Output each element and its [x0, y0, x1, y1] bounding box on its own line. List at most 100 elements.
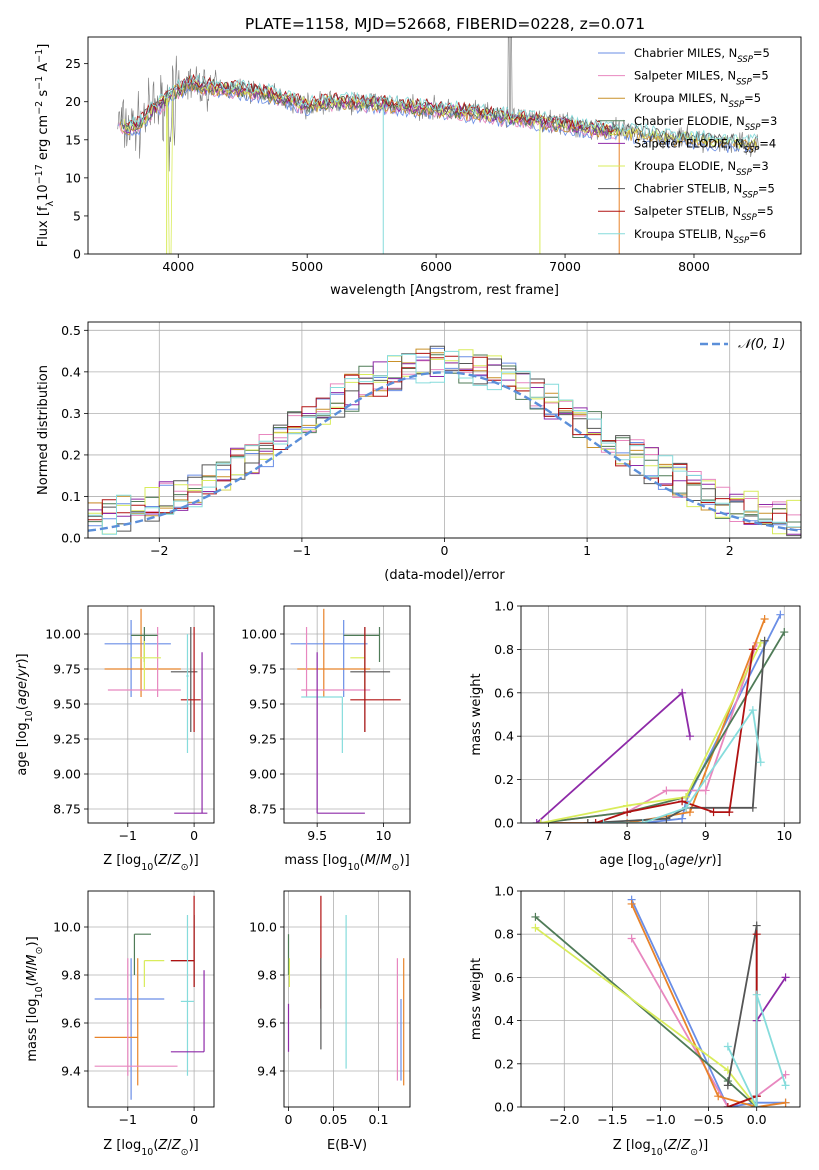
y-tick-label: 9.6: [61, 1016, 81, 1031]
legend-subscript: SSP: [736, 78, 752, 88]
mass-weight-marker: [662, 814, 671, 823]
y-tick-label: 0.8: [494, 927, 514, 942]
label-part: erg cm: [36, 115, 51, 164]
y-tick-label: 0.3: [61, 406, 81, 421]
label-part: age: [670, 853, 694, 868]
mass-weight-line: [630, 903, 786, 1107]
y-tick-label: 0.4: [61, 364, 81, 379]
label-part: 10: [653, 862, 665, 873]
x-tick-label: −1: [119, 1112, 137, 1127]
label-part: age: [15, 681, 30, 705]
spectrum-frame: [87, 36, 802, 255]
legend-subscript: SSP: [745, 123, 761, 133]
x-tick-label: 1: [583, 543, 591, 558]
label-part: −2: [34, 101, 45, 115]
mass-weight-marker: [776, 610, 785, 619]
weight-age-plot-area: [532, 610, 789, 823]
y-tick-label: 0: [73, 247, 81, 262]
y-tick-label: 9.8: [61, 968, 81, 983]
mass-weight-marker: [723, 1042, 732, 1051]
y-tick-label: 0.4: [494, 729, 514, 744]
label-part: M: [365, 853, 376, 868]
legend-label: Chabrier MILES, N: [634, 46, 737, 60]
label-part: λ: [45, 200, 56, 206]
label-part: (: [153, 853, 158, 868]
mass-weight-line: [726, 994, 787, 1107]
label-part: yr: [697, 853, 713, 868]
y-tick-label: 8.75: [53, 802, 81, 817]
label-part: (: [663, 1138, 668, 1153]
mass-weight-marker: [678, 797, 687, 806]
legend-label: Kroupa STELIB, N: [634, 227, 734, 241]
y-tick-label: 0.2: [494, 1056, 514, 1071]
legend-entry: 𝒩(0, 1): [738, 337, 785, 352]
label-part: )]: [400, 853, 410, 868]
legend-label: Kroupa ELODIE, N: [634, 159, 736, 173]
label-part: /: [25, 965, 40, 970]
x-axis-label: wavelength [Angstrom, rest frame]: [330, 283, 559, 298]
x-tick-label: 9: [702, 828, 710, 843]
model-spectrum-line: [127, 74, 759, 145]
legend-label: Kroupa MILES, N: [634, 91, 729, 105]
age-Z-plot-area: [104, 608, 208, 814]
chart-title: PLATE=1158, MJD=52668, FIBERID=0228, z=0…: [245, 15, 645, 33]
label-part: (: [360, 853, 365, 868]
mass-weight-marker: [748, 706, 757, 715]
y-tick-label: 9.50: [249, 697, 277, 712]
x-tick-label: 0: [190, 828, 198, 843]
legend-subscript: SSP: [729, 100, 745, 110]
y-tick-label: 0.2: [61, 447, 81, 462]
y-tick-label: 9.75: [249, 662, 277, 677]
y-tick-label: 10.0: [249, 920, 277, 935]
label-part: mass [log: [284, 853, 347, 868]
y-tick-label: 9.6: [257, 1016, 277, 1031]
x-axis-label: (data-model)/error: [384, 568, 505, 583]
mass-weight-marker: [748, 803, 757, 812]
legend-entry: Chabrier STELIB, NSSP=5: [634, 182, 775, 201]
label-part: Z: [667, 1138, 678, 1153]
x-tick-label: −1.5: [597, 1112, 627, 1127]
y-tick-label: 9.8: [257, 968, 277, 983]
mass-weight-marker: [701, 786, 710, 795]
label-part: 10: [141, 1147, 153, 1158]
label-part: ⊙: [181, 862, 189, 873]
label-part: /: [677, 1138, 682, 1153]
mass-weight-marker: [709, 808, 718, 817]
label-part: (: [665, 853, 670, 868]
mass-weight-marker: [752, 1103, 761, 1107]
x-tick-label: 0.0: [747, 1112, 767, 1127]
x-tick-label: 9.5: [307, 828, 327, 843]
mass-weight-marker: [623, 808, 632, 817]
y-tick-label: 0.0: [61, 531, 81, 546]
legend-subscript: SSP: [737, 55, 753, 65]
x-axis-label: Z [log10(Z/Z⊙)]: [103, 1138, 198, 1158]
legend-entry: Salpeter MILES, NSSP=5: [634, 69, 769, 88]
mass-weight-marker: [781, 1081, 790, 1090]
model-spectrum-line: [125, 75, 758, 149]
y-tick-label: 9.50: [53, 697, 81, 712]
mass-weight-marker: [532, 819, 541, 823]
model-spectrum-line: [126, 74, 617, 133]
legend-entry: Chabrier ELODIE, NSSP=3: [634, 114, 777, 133]
mass-weight-line: [540, 642, 762, 823]
legend-tail: =5: [758, 182, 775, 196]
label-part: )]: [189, 853, 199, 868]
label-part: )]: [698, 1138, 708, 1153]
label-part: Z: [171, 1138, 182, 1153]
label-part: )]: [15, 653, 30, 663]
x-tick-label: 8000: [678, 259, 710, 274]
y-tick-label: 5: [73, 208, 81, 223]
label-part: ]: [36, 44, 51, 49]
mass-weight-marker: [627, 934, 636, 943]
mass-weight-marker: [678, 814, 687, 823]
label-part: /: [167, 1138, 172, 1153]
mass-weight-marker: [714, 1092, 723, 1101]
label-part: )]: [189, 1138, 199, 1153]
legend-subscript: SSP: [744, 145, 760, 155]
x-tick-label: −1.0: [645, 1112, 675, 1127]
y-axis-label: mass [log10(M/M⊙)]: [25, 936, 45, 1061]
x-tick-label: 7000: [549, 259, 581, 274]
legend-tail: =5: [753, 46, 770, 60]
mass-weight-marker: [599, 819, 608, 823]
